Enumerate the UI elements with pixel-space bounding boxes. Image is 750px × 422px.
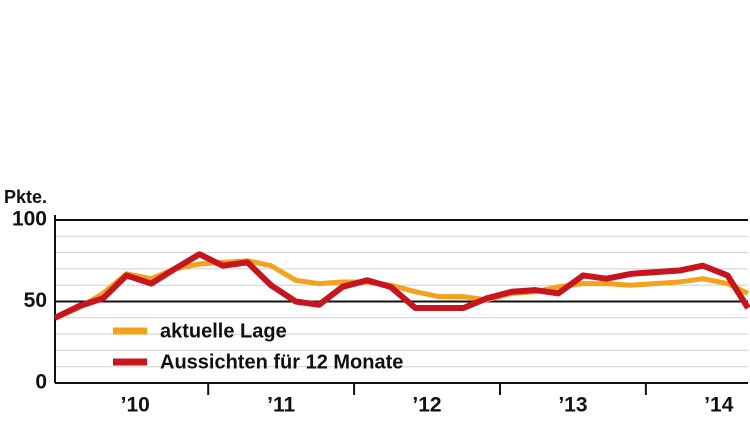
y-tick-label: 50: [24, 289, 47, 312]
y-axis-label: Pkte.: [4, 187, 47, 207]
line: [53, 251, 750, 321]
x-tick-label: ’14: [704, 394, 734, 417]
legend-label: aktuelle Lage: [160, 320, 287, 342]
x-tick-label: ’11: [267, 394, 295, 417]
x-tick-label: ’10: [121, 394, 150, 417]
x-tick-label: ’13: [558, 394, 587, 417]
y-tick-label: 100: [12, 208, 47, 231]
y-tick-label: 0: [35, 371, 47, 394]
x-tick-label: ’12: [412, 394, 441, 417]
legend-label: Aussichten für 12 Monate: [160, 351, 403, 373]
